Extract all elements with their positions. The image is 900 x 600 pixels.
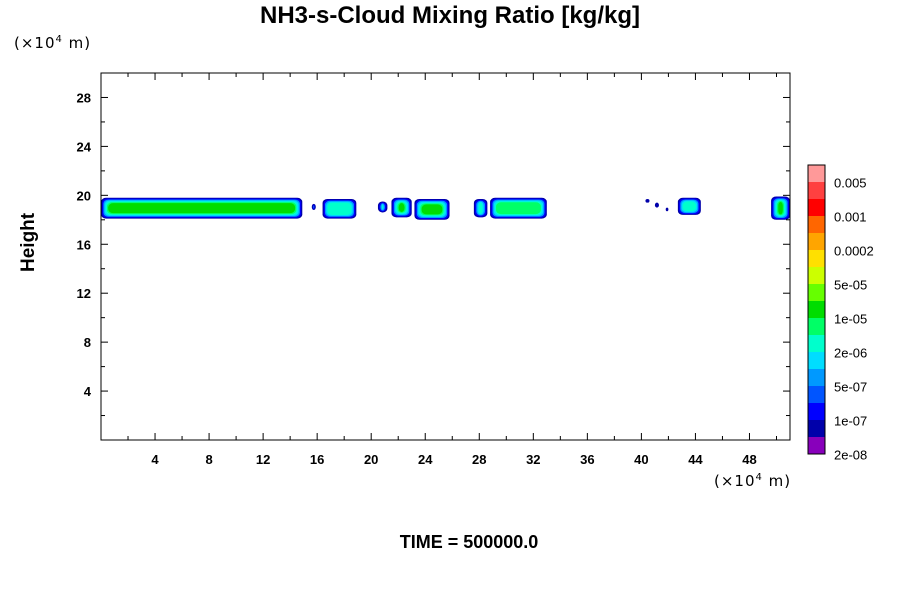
- y-tick-label: 12: [77, 286, 91, 301]
- colorbar-label: 1e-07: [834, 414, 867, 429]
- time-label: TIME = 500000.0: [399, 532, 539, 552]
- colorbar-swatch: [808, 284, 825, 301]
- cloud-cell: [665, 207, 669, 212]
- y-tick-label: 20: [77, 188, 91, 203]
- colorbar-label: 0.001: [834, 210, 867, 225]
- x-tick-label: 44: [688, 452, 703, 467]
- cloud-cell: [645, 199, 650, 203]
- cloud-cell-layer: [654, 202, 659, 208]
- colorbar-swatch: [808, 301, 825, 318]
- cloud-cell-layer: [665, 207, 669, 212]
- colorbar-swatch: [808, 182, 825, 199]
- cloud-cell: [414, 199, 450, 220]
- cloud-cell: [677, 197, 701, 215]
- x-tick-label: 48: [742, 452, 756, 467]
- colorbar-swatch: [808, 199, 825, 216]
- y-tick-label: 28: [77, 90, 91, 105]
- x-axis-unit: (×104 m): [714, 472, 792, 490]
- colorbar-swatch: [808, 267, 825, 284]
- colorbar-frame: [807, 164, 826, 455]
- colorbar-label: 5e-07: [834, 380, 867, 395]
- cloud-cell-layer: [496, 202, 541, 215]
- colorbar-swatch: [808, 250, 825, 267]
- cloud-cell-layer: [682, 201, 697, 212]
- x-tick-label: 32: [526, 452, 540, 467]
- colorbar-label: 0.005: [834, 176, 867, 191]
- colorbar-swatch: [808, 352, 825, 369]
- y-axis-unit: (×104 m): [14, 34, 92, 52]
- cloud-cell: [771, 196, 790, 220]
- x-tick-label: 36: [580, 452, 594, 467]
- colorbar-swatch: [808, 335, 825, 352]
- y-tick-label: 16: [77, 237, 91, 252]
- x-tick-label: 16: [310, 452, 324, 467]
- colorbar-swatch: [808, 437, 825, 454]
- x-tick-label: 24: [418, 452, 433, 467]
- cloud-cell-layer: [645, 199, 650, 203]
- colorbar-swatch: [808, 403, 825, 420]
- cloud-cells: [101, 196, 790, 220]
- cloud-cell-layer: [398, 203, 405, 212]
- y-tick-label: 24: [77, 139, 92, 154]
- cloud-cell: [311, 203, 316, 211]
- colorbar-swatch: [808, 318, 825, 335]
- y-tick-label: 8: [84, 335, 91, 350]
- colorbar-swatch: [808, 216, 825, 233]
- colorbar-label: 0.0002: [834, 244, 874, 259]
- x-tick-label: 40: [634, 452, 648, 467]
- cloud-cell: [377, 201, 388, 213]
- cloud-cell-layer: [313, 206, 315, 208]
- cloud-cell-layer: [421, 204, 443, 215]
- x-tick-label: 12: [256, 452, 270, 467]
- colorbar-swatch: [808, 165, 825, 182]
- cloud-cell: [391, 197, 412, 218]
- colorbar-label: 1e-05: [834, 312, 867, 327]
- cloud-cell-layer: [327, 202, 352, 215]
- cloud-cell: [490, 197, 547, 219]
- cloud-cell: [473, 199, 488, 218]
- x-tick-label: 28: [472, 452, 486, 467]
- colorbar-label: 5e-05: [834, 278, 867, 293]
- colorbar: 0.005 0.001 0.0002 5e-05 1e-05 2e-06 5e-07 1e-0…: [807, 164, 874, 463]
- cloud-cell-layer: [382, 205, 384, 209]
- cloud-cell: [654, 202, 659, 208]
- cloud-cell-layer: [778, 201, 783, 215]
- x-tick-label: 8: [205, 452, 212, 467]
- colorbar-label: 2e-08: [834, 448, 867, 463]
- cloud-cell: [101, 197, 303, 219]
- colorbar-swatch: [808, 420, 825, 437]
- colorbar-swatch: [808, 233, 825, 250]
- colorbar-swatch: [808, 369, 825, 386]
- cloud-cell-layer: [108, 203, 296, 214]
- colorbar-label: 2e-06: [834, 346, 867, 361]
- plot-frame: [100, 72, 791, 441]
- x-tick-label: 20: [364, 452, 378, 467]
- x-tick-label: 4: [151, 452, 159, 467]
- colorbar-swatch: [808, 386, 825, 403]
- chart-title: NH3-s-Cloud Mixing Ratio [kg/kg]: [260, 2, 640, 29]
- y-tick-label: 4: [84, 384, 92, 399]
- cloud-cell: [322, 199, 357, 219]
- cloud-cell-layer: [478, 202, 483, 214]
